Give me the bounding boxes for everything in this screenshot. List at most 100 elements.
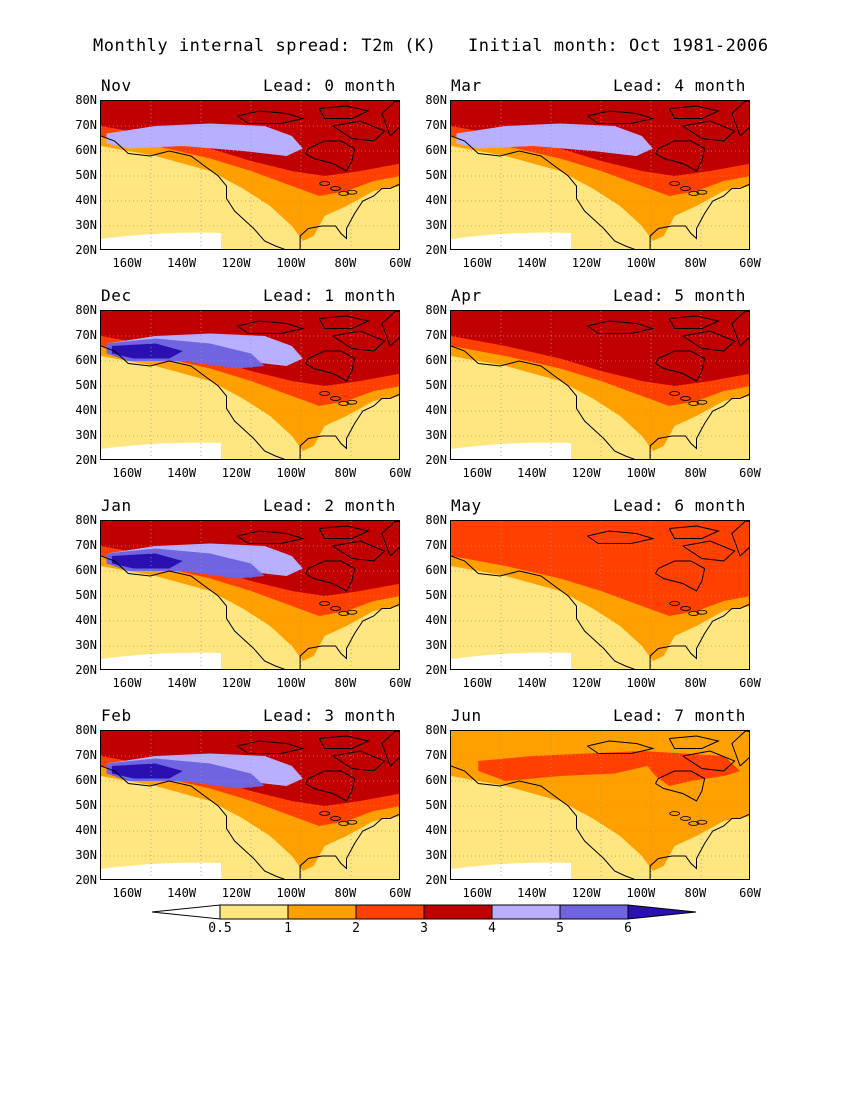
latitude-tick-label: 30N bbox=[75, 848, 97, 862]
panel-lead-label: Lead: 2 month bbox=[262, 496, 396, 515]
coastline bbox=[299, 603, 399, 669]
latitude-tick-label: 30N bbox=[425, 428, 447, 442]
lake-outline bbox=[669, 601, 681, 606]
latitude-tick-label: 50N bbox=[75, 798, 97, 812]
coastline bbox=[682, 120, 736, 142]
coastline bbox=[305, 560, 356, 592]
longitude-tick-label: 60W bbox=[389, 886, 411, 900]
colorbar-segment bbox=[152, 904, 221, 920]
latitude-tick-label: 60N bbox=[75, 773, 97, 787]
colorbar-tick-label: 5 bbox=[556, 921, 564, 936]
map-panel-mar: Mar Lead: 4 month 80N 70N 60N 50N 40N 30N 20N 160… bbox=[425, 76, 761, 270]
longitude-tick-label: 80W bbox=[684, 256, 707, 270]
coastline bbox=[299, 183, 399, 249]
coastline bbox=[318, 735, 370, 749]
colorbar-segment bbox=[219, 904, 289, 920]
coastline bbox=[655, 350, 706, 382]
panel-lead-label: Lead: 3 month bbox=[262, 706, 396, 725]
longitude-tick-label: 100W bbox=[626, 886, 656, 900]
longitude-tick-label: 60W bbox=[739, 676, 761, 690]
latitude-tick-label: 50N bbox=[425, 798, 447, 812]
coastline bbox=[332, 120, 386, 142]
latitude-tick-label: 80N bbox=[425, 513, 447, 527]
lake-outline bbox=[319, 391, 331, 396]
lake-outline bbox=[346, 189, 358, 195]
latitude-tick-label: 70N bbox=[75, 748, 97, 762]
lake-outline bbox=[696, 609, 708, 615]
latitude-tick-label: 50N bbox=[425, 168, 447, 182]
coastline bbox=[731, 311, 749, 347]
longitude-tick-label: 160W bbox=[462, 886, 492, 900]
coastline bbox=[451, 765, 636, 879]
low-spread-region bbox=[451, 232, 571, 249]
latitude-tick-label: 40N bbox=[425, 193, 447, 207]
coastline bbox=[237, 320, 305, 334]
lake-outline bbox=[669, 811, 681, 816]
longitude-tick-label: 120W bbox=[221, 466, 251, 480]
low-spread-region bbox=[451, 442, 571, 459]
latitude-tick-label: 20N bbox=[75, 453, 97, 467]
panel-month-label: Feb bbox=[101, 706, 132, 725]
latitude-tick-label: 20N bbox=[75, 873, 97, 887]
longitude-tick-label: 60W bbox=[389, 676, 411, 690]
latitude-tick-label: 20N bbox=[425, 453, 447, 467]
coastline bbox=[451, 345, 636, 459]
latitude-tick-label: 40N bbox=[75, 403, 97, 417]
latitude-tick-label: 80N bbox=[75, 93, 97, 107]
map-panel-jun: Jun Lead: 7 month 80N 70N 60N 50N 40N 30N 20N 160… bbox=[425, 706, 761, 900]
map-canvas bbox=[451, 311, 749, 459]
latitude-tick-label: 50N bbox=[425, 378, 447, 392]
lake-outline bbox=[688, 611, 700, 616]
coastline bbox=[381, 731, 399, 767]
coastline bbox=[668, 315, 720, 329]
panel-lead-label: Lead: 6 month bbox=[612, 496, 746, 515]
latitude-tick-label: 70N bbox=[75, 118, 97, 132]
longitude-tick-label: 60W bbox=[739, 886, 761, 900]
temperature-spread-map bbox=[450, 520, 750, 670]
contour-band bbox=[478, 751, 741, 786]
latitude-tick-label: 70N bbox=[425, 118, 447, 132]
panel-month-label: Jan bbox=[101, 496, 132, 515]
latitude-tick-label: 60N bbox=[425, 353, 447, 367]
longitude-tick-label: 160W bbox=[112, 676, 142, 690]
longitude-tick-label: 160W bbox=[462, 256, 492, 270]
coastline bbox=[655, 560, 706, 592]
latitude-tick-label: 20N bbox=[425, 663, 447, 677]
map-canvas bbox=[101, 101, 399, 249]
lake-outline bbox=[330, 396, 341, 401]
colorbar-segment bbox=[627, 904, 697, 920]
coastline bbox=[318, 315, 370, 329]
longitude-tick-label: 60W bbox=[389, 256, 411, 270]
panel-month-label: Mar bbox=[451, 76, 482, 95]
coastline bbox=[332, 750, 386, 772]
latitude-tick-label: 80N bbox=[75, 723, 97, 737]
low-spread-region bbox=[451, 652, 571, 669]
colorbar-segment bbox=[559, 904, 629, 920]
longitude-tick-label: 60W bbox=[389, 466, 411, 480]
coastline bbox=[731, 101, 749, 137]
colorbar-segment bbox=[287, 904, 357, 920]
latitude-tick-label: 80N bbox=[425, 303, 447, 317]
panel-month-label: Dec bbox=[101, 286, 132, 305]
longitude-tick-label: 100W bbox=[276, 676, 306, 690]
header-right-title: Initial month: Oct 1981-2006 bbox=[468, 36, 769, 56]
coastline bbox=[332, 330, 386, 352]
latitude-tick-label: 30N bbox=[75, 218, 97, 232]
low-spread-region bbox=[101, 442, 221, 459]
coastline bbox=[682, 540, 736, 562]
latitude-tick-label: 40N bbox=[425, 403, 447, 417]
coastline bbox=[305, 350, 356, 382]
colorbar-tick-label: 4 bbox=[488, 921, 496, 936]
latitude-tick-label: 60N bbox=[425, 773, 447, 787]
coastline bbox=[731, 521, 749, 557]
lake-outline bbox=[688, 401, 700, 406]
lake-outline bbox=[696, 399, 708, 405]
latitude-tick-label: 20N bbox=[75, 243, 97, 257]
coastline bbox=[587, 110, 655, 124]
longitude-tick-label: 160W bbox=[112, 256, 142, 270]
latitude-tick-label: 60N bbox=[425, 563, 447, 577]
latitude-tick-label: 20N bbox=[425, 243, 447, 257]
coastline bbox=[237, 740, 305, 754]
coastline bbox=[682, 750, 736, 772]
coastline bbox=[655, 770, 706, 802]
